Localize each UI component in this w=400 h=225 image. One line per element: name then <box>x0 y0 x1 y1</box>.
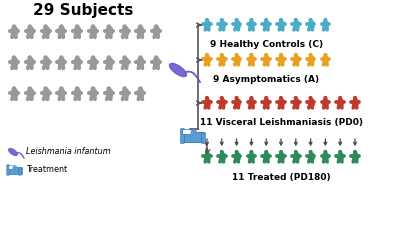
FancyBboxPatch shape <box>19 168 21 175</box>
FancyBboxPatch shape <box>181 129 184 143</box>
Circle shape <box>234 53 239 57</box>
Text: Treatment: Treatment <box>26 166 67 175</box>
Circle shape <box>220 18 224 22</box>
Circle shape <box>279 53 283 57</box>
Circle shape <box>323 18 328 22</box>
Circle shape <box>279 18 283 22</box>
Circle shape <box>12 24 16 29</box>
Circle shape <box>264 150 268 154</box>
Circle shape <box>106 86 111 91</box>
Circle shape <box>28 86 32 91</box>
Circle shape <box>122 86 127 91</box>
Text: Leishmania infantum: Leishmania infantum <box>26 148 110 157</box>
Circle shape <box>106 24 111 29</box>
Circle shape <box>323 53 328 57</box>
Circle shape <box>91 86 95 91</box>
Circle shape <box>249 96 254 100</box>
Circle shape <box>75 24 80 29</box>
Circle shape <box>59 55 64 60</box>
Circle shape <box>249 53 254 57</box>
Circle shape <box>353 150 357 154</box>
FancyBboxPatch shape <box>183 130 191 134</box>
Circle shape <box>28 24 32 29</box>
Circle shape <box>338 96 342 100</box>
Circle shape <box>220 96 224 100</box>
Circle shape <box>264 96 268 100</box>
Circle shape <box>294 96 298 100</box>
Circle shape <box>353 96 357 100</box>
Circle shape <box>279 150 283 154</box>
FancyBboxPatch shape <box>7 165 9 175</box>
Circle shape <box>308 18 313 22</box>
Circle shape <box>138 24 143 29</box>
Circle shape <box>338 150 342 154</box>
Circle shape <box>294 18 298 22</box>
FancyBboxPatch shape <box>202 133 205 143</box>
Circle shape <box>220 150 224 154</box>
Circle shape <box>12 86 16 91</box>
FancyBboxPatch shape <box>182 133 204 142</box>
Circle shape <box>122 24 127 29</box>
Ellipse shape <box>9 148 17 155</box>
Text: 11 Visceral Leishmaniasis (PD0): 11 Visceral Leishmaniasis (PD0) <box>200 118 362 127</box>
Circle shape <box>154 55 158 60</box>
Circle shape <box>323 96 328 100</box>
Circle shape <box>190 130 198 137</box>
Circle shape <box>308 150 313 154</box>
Circle shape <box>59 86 64 91</box>
Circle shape <box>75 86 80 91</box>
Circle shape <box>91 55 95 60</box>
Text: 9 Healthy Controls (C): 9 Healthy Controls (C) <box>210 40 323 49</box>
Circle shape <box>12 166 18 171</box>
Circle shape <box>279 96 283 100</box>
Circle shape <box>138 86 143 91</box>
Circle shape <box>308 53 313 57</box>
Circle shape <box>205 53 209 57</box>
Ellipse shape <box>170 63 186 76</box>
Circle shape <box>122 55 127 60</box>
Circle shape <box>106 55 111 60</box>
Circle shape <box>308 96 313 100</box>
Circle shape <box>43 86 48 91</box>
Circle shape <box>154 24 158 29</box>
Circle shape <box>323 150 328 154</box>
Circle shape <box>205 150 209 154</box>
Circle shape <box>234 150 239 154</box>
Circle shape <box>91 24 95 29</box>
Circle shape <box>294 150 298 154</box>
Circle shape <box>220 53 224 57</box>
Circle shape <box>59 24 64 29</box>
Circle shape <box>234 18 239 22</box>
FancyBboxPatch shape <box>9 166 14 169</box>
Circle shape <box>205 96 209 100</box>
FancyBboxPatch shape <box>8 168 22 174</box>
Text: 11 Treated (PD180): 11 Treated (PD180) <box>232 173 330 182</box>
Text: 9 Asymptomatics (A): 9 Asymptomatics (A) <box>213 75 319 84</box>
Circle shape <box>75 55 80 60</box>
Circle shape <box>264 18 268 22</box>
Circle shape <box>264 53 268 57</box>
Text: 29 Subjects: 29 Subjects <box>33 2 133 18</box>
Circle shape <box>43 24 48 29</box>
Circle shape <box>234 96 239 100</box>
Circle shape <box>249 150 254 154</box>
Circle shape <box>43 55 48 60</box>
Circle shape <box>12 55 16 60</box>
Circle shape <box>138 55 143 60</box>
Circle shape <box>205 18 209 22</box>
Circle shape <box>249 18 254 22</box>
Circle shape <box>294 53 298 57</box>
Circle shape <box>28 55 32 60</box>
